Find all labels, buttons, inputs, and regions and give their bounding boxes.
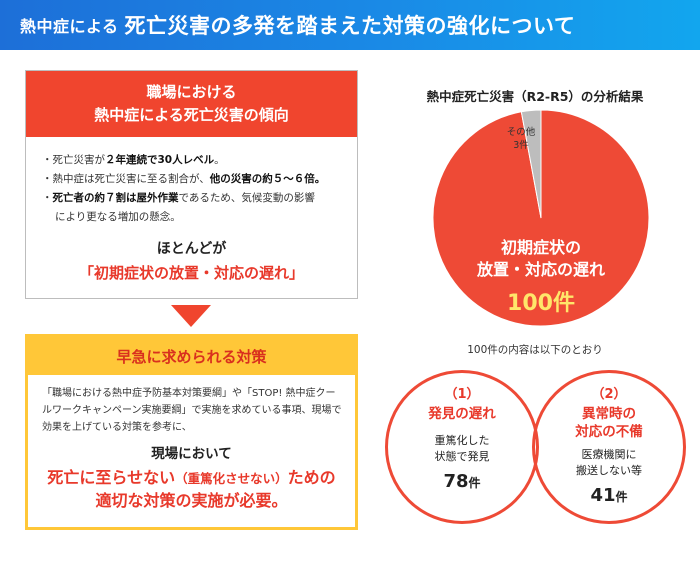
tendency-heading-line1: 職場における: [146, 83, 237, 101]
measures-conclusion: 死亡に至らせない（重篤化させない）ための 適切な対策の実施が必要。: [28, 467, 355, 512]
tendency-heading-line2: 熱中症による死亡災害の傾向: [94, 106, 289, 124]
measures-body: 「職場における熱中症予防基本対策要綱」や「STOP! 熱中症クールワークキャンペ…: [42, 388, 342, 433]
pie-chart-svg: [432, 109, 650, 327]
down-arrow-icon: [171, 305, 211, 327]
breakdown-note: 100件の内容は以下のとおり: [467, 344, 603, 356]
measures-panel: 早急に求められる対策 「職場における熱中症予防基本対策要綱」や「STOP! 熱中…: [25, 334, 358, 530]
tendency-conclusion-line1: ほとんどが: [156, 241, 227, 257]
cause-circle-2: （2） 異常時の 対応の不備 医療機関に 搬送しない等 41件: [532, 370, 686, 524]
pie-chart: [432, 109, 650, 327]
pie-main-label-line2: 放置・対応の遅れ: [476, 260, 605, 279]
header-title-prefix: 熱中症による: [20, 17, 119, 36]
analysis-title: 熱中症死亡災害（R2-R5）の分析結果: [426, 89, 644, 104]
pie-other-label: その他 3件: [491, 126, 551, 152]
measures-conclusion-small: （重篤化させない）: [175, 471, 288, 486]
cause-count: 41件: [590, 485, 628, 506]
cause-description: 医療機関に 搬送しない等: [576, 448, 642, 477]
tendency-heading: 職場における 熱中症による死亡災害の傾向: [26, 71, 357, 137]
cause-number: （1）: [444, 387, 480, 402]
pie-main-label: 初期症状の 放置・対応の遅れ: [432, 237, 650, 281]
header-title-main: 死亡災害の多発を踏まえた対策の強化について: [124, 14, 576, 38]
pie-slice-other: [520, 109, 542, 219]
pie-other-label-line2: 3件: [513, 140, 529, 151]
tendency-conclusion: ほとんどが 「初期症状の放置・対応の遅れ」: [26, 238, 357, 283]
cause-count: 78件: [443, 471, 481, 492]
cause-number: （2）: [591, 387, 627, 402]
measures-conclusion-red1: 死亡に至らせない: [47, 468, 176, 487]
list-item: 熱中症は死亡災害に至る割合が、他の災害の約５～６倍。: [44, 170, 341, 189]
cause-title: 異常時の 対応の不備: [575, 406, 643, 440]
tendency-conclusion-line2: 「初期症状の放置・対応の遅れ」: [78, 264, 304, 282]
pie-main-count: 100件: [507, 291, 575, 316]
tendency-list: 死亡災害が２年連続で30人レベル。 熱中症は死亡災害に至る割合が、他の災害の約５…: [26, 137, 357, 227]
measures-conclusion-red2: ための: [287, 468, 336, 487]
cause-description: 重篤化した 状態で発見: [434, 434, 490, 463]
measures-conclusion-line1: 現場において: [151, 446, 232, 462]
measures-heading: 早急に求められる対策: [28, 337, 355, 375]
measures-conclusion-line3: 適切な対策の実施が必要。: [95, 491, 288, 510]
page-header: 熱中症による 死亡災害の多発を踏まえた対策の強化について: [0, 0, 700, 50]
list-item: 死亡災害が２年連続で30人レベル。: [44, 151, 341, 170]
pie-other-label-line1: その他: [506, 127, 536, 138]
pie-main-label-line1: 初期症状の: [500, 238, 581, 257]
cause-title: 発見の遅れ: [428, 406, 496, 422]
cause-circle-1: （1） 発見の遅れ 重篤化した 状態で発見 78件: [385, 370, 539, 524]
tendency-panel: 職場における 熱中症による死亡災害の傾向 死亡災害が２年連続で30人レベル。 熱…: [25, 70, 358, 299]
